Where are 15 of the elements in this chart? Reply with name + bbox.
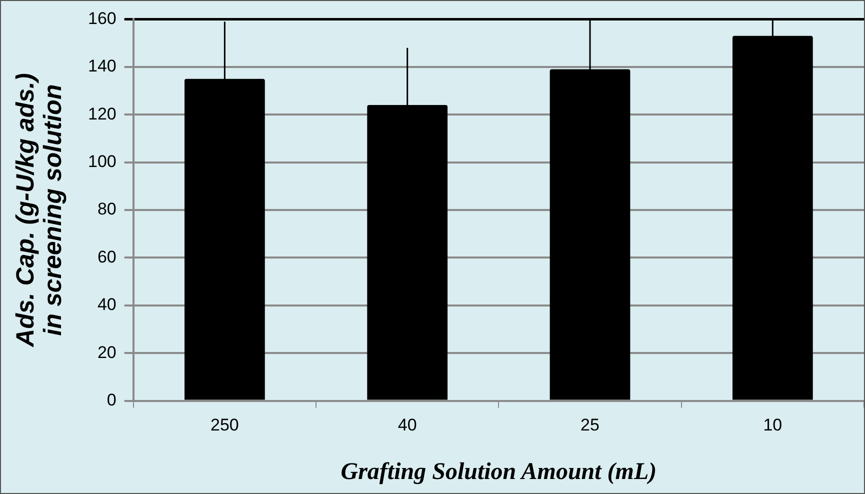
y-tick-label: 0 bbox=[106, 390, 116, 410]
x-tick-label: 250 bbox=[210, 416, 239, 435]
x-tick-label: 40 bbox=[398, 416, 417, 435]
x-axis-title: Grafting Solution Amount (mL) bbox=[340, 458, 657, 485]
x-tick-label: 10 bbox=[763, 416, 782, 435]
y-tick-label: 140 bbox=[88, 56, 116, 76]
x-tick-label: 25 bbox=[580, 416, 600, 435]
y-tick-label: 100 bbox=[88, 152, 116, 171]
y-axis-title: Ads. Cap. (g-U/kg ads.) in screening solution bbox=[12, 73, 68, 348]
y-tick-label: 80 bbox=[97, 200, 116, 219]
y-tick-label: 160 bbox=[88, 8, 116, 28]
y-tick-label: 120 bbox=[88, 104, 116, 124]
y-tick-label: 40 bbox=[97, 295, 116, 314]
y-tick-label: 20 bbox=[97, 342, 116, 362]
y-tick-label: 60 bbox=[97, 247, 116, 266]
